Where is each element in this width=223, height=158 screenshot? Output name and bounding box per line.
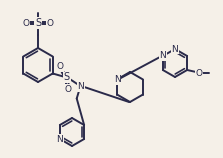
Text: N: N	[77, 82, 84, 91]
Text: O: O	[47, 18, 54, 27]
Text: N: N	[56, 134, 63, 143]
Text: O: O	[56, 62, 63, 71]
Text: N: N	[172, 45, 178, 54]
Text: O: O	[196, 69, 203, 78]
Text: O: O	[23, 18, 29, 27]
Text: S: S	[64, 73, 70, 82]
Text: N: N	[159, 52, 166, 61]
Text: O: O	[64, 85, 71, 94]
Text: S: S	[35, 18, 41, 28]
Text: N: N	[114, 75, 120, 84]
